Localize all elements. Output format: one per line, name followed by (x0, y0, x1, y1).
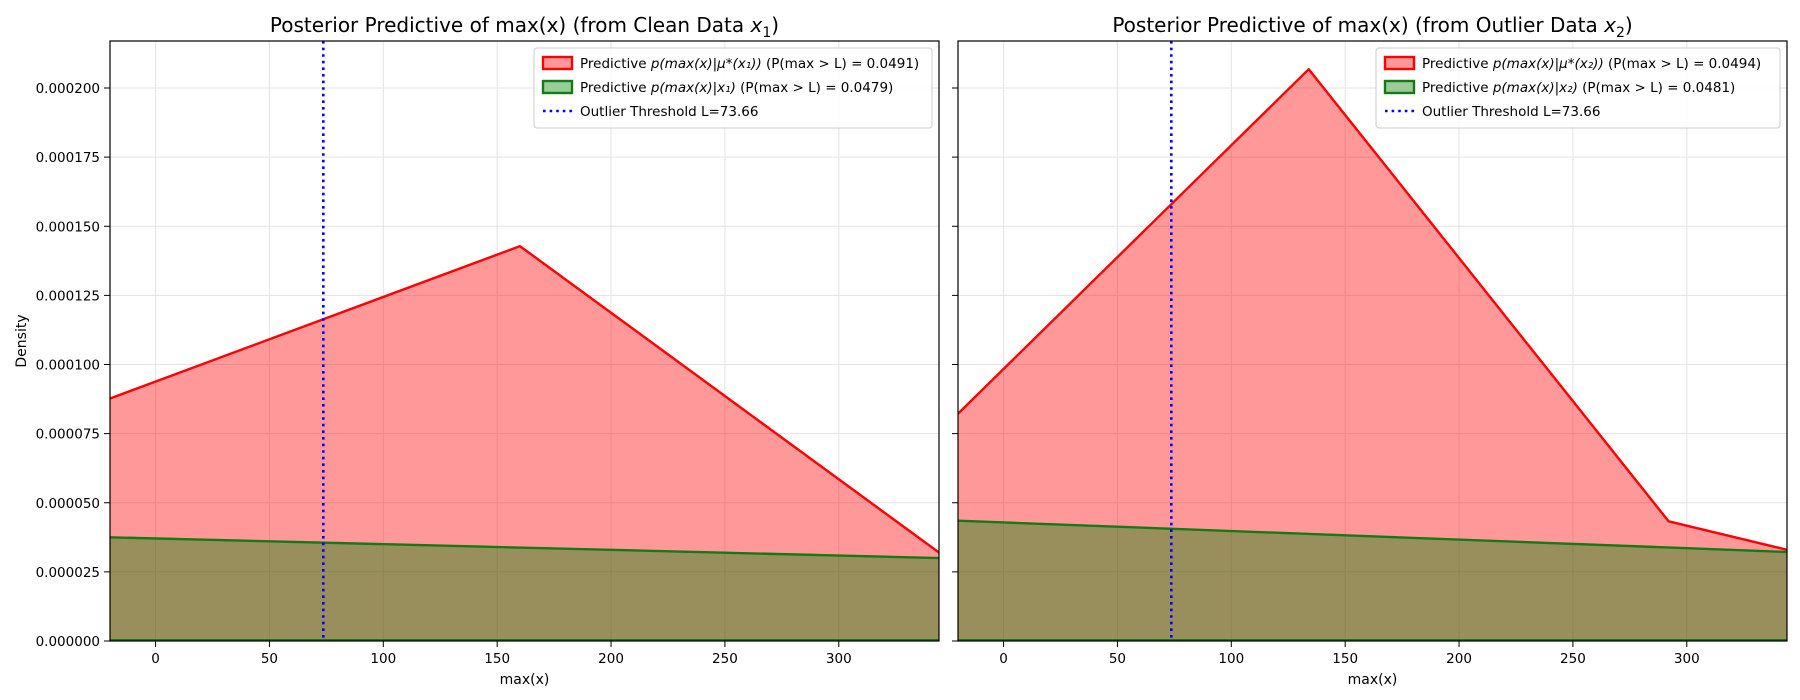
series-area-2 (958, 520, 1787, 641)
y-tick-label: 0.000025 (36, 565, 100, 581)
y-tick-label: 0.000050 (36, 496, 100, 512)
x-tick-label: 150 (1332, 651, 1358, 667)
series-area-1 (958, 69, 1787, 641)
x-tick-label: 100 (370, 651, 396, 667)
title-math: x (1603, 13, 1616, 37)
legend-label: Predictive p(max(x)|x₂) (P(max > L) = 0.… (1422, 80, 1735, 96)
y-axis-label: Density (14, 314, 30, 367)
y-tick-label: 0.000150 (36, 219, 100, 235)
legend-math: p(max(x)|x₁) (650, 80, 736, 96)
legend-suffix: (P(max > L) = 0.0491) (762, 56, 919, 72)
legend-box (1375, 47, 1781, 129)
legend-prefix: Predictive (1422, 56, 1493, 72)
title-subscript: 1 (762, 25, 771, 41)
title-subscript: 2 (1616, 25, 1625, 41)
legend-math: p(max(x)|μ*(x₂)) (1492, 56, 1604, 72)
title-text-end: ) (1625, 13, 1633, 37)
legend-suffix: (P(max > L) = 0.0479) (736, 80, 893, 96)
y-tick-label: 0.000125 (36, 288, 100, 304)
legend-prefix: Outlier Threshold L=73.66 (1422, 104, 1600, 120)
legend-swatch (1383, 79, 1416, 95)
legend-label: Outlier Threshold L=73.66 (580, 104, 758, 120)
x-tick-label: 250 (712, 651, 738, 667)
series-line-2 (110, 536, 939, 560)
x-tick-label: 100 (1218, 651, 1244, 667)
legend-math: p(max(x)|μ*(x₁)) (650, 56, 762, 72)
legend-prefix: Outlier Threshold L=73.66 (580, 104, 758, 120)
series-line-1 (110, 244, 939, 554)
legend-label: Predictive p(max(x)|x₁) (P(max > L) = 0.… (580, 80, 893, 96)
legend-swatch (1383, 55, 1416, 71)
chart-panel-2: 0 50 100 150 200 250 300 max(x) Posterior Predic… (952, 13, 1788, 688)
x-axis-label: max(x) (1348, 672, 1398, 688)
legend-suffix: (P(max > L) = 0.0494) (1604, 56, 1761, 72)
y-tick-label: 0.000100 (36, 358, 100, 374)
series-area-2 (110, 537, 939, 641)
legend-label: Outlier Threshold L=73.66 (1422, 104, 1600, 120)
legend-swatch (541, 55, 574, 71)
chart-title: Posterior Predictive of max(x) (from Out… (1112, 13, 1632, 41)
legend-suffix: (P(max > L) = 0.0481) (1578, 80, 1735, 96)
x-tick-label: 0 (999, 651, 1008, 667)
x-axis-label: max(x) (500, 672, 550, 688)
legend-label: Predictive p(max(x)|μ*(x₂)) (P(max > L) … (1422, 56, 1761, 72)
x-tick-label: 200 (1446, 651, 1472, 667)
legend-swatch (541, 79, 574, 95)
title-text-end: ) (771, 13, 779, 37)
y-tick-label: 0.000075 (36, 427, 100, 443)
title-text: Posterior Predictive of max(x) (from Cle… (270, 13, 751, 37)
x-tick-label: 300 (1674, 651, 1700, 667)
axes-frame (957, 40, 1788, 642)
x-tick-label: 50 (261, 651, 278, 667)
chart-title: Posterior Predictive of max(x) (from Cle… (270, 13, 779, 41)
plot-area (110, 41, 939, 641)
x-tick-label: 0 (151, 651, 160, 667)
legend-box (533, 47, 933, 129)
legend-prefix: Predictive (1422, 80, 1493, 96)
chart-panel-1: 0 50 100 150 200 250 300 0.000000 0.000025 0.0000… (14, 13, 940, 688)
title-text: Posterior Predictive of max(x) (from Out… (1112, 13, 1604, 37)
legend-prefix: Predictive (580, 56, 651, 72)
title-math: x (750, 13, 763, 37)
legend: Predictive p(max(x)|μ*(x₁)) (P(max > L) … (533, 47, 933, 129)
axes-frame (109, 40, 940, 642)
legend-prefix: Predictive (580, 80, 651, 96)
y-tick-label: 0.000000 (36, 634, 100, 650)
legend-label: Predictive p(max(x)|μ*(x₁)) (P(max > L) … (580, 56, 919, 72)
y-tick-label: 0.000200 (36, 81, 100, 97)
x-tick-label: 300 (826, 651, 852, 667)
x-tick-label: 200 (598, 651, 624, 667)
x-tick-label: 150 (484, 651, 510, 667)
series-line-2 (958, 519, 1787, 554)
legend: Predictive p(max(x)|μ*(x₂)) (P(max > L) … (1375, 47, 1781, 129)
series-line-1 (958, 68, 1787, 551)
legend-math: p(max(x)|x₂) (1492, 80, 1578, 96)
plot-area (958, 41, 1787, 641)
y-tick-label: 0.000175 (36, 150, 100, 166)
x-tick-label: 250 (1560, 651, 1586, 667)
x-tick-label: 50 (1109, 651, 1126, 667)
